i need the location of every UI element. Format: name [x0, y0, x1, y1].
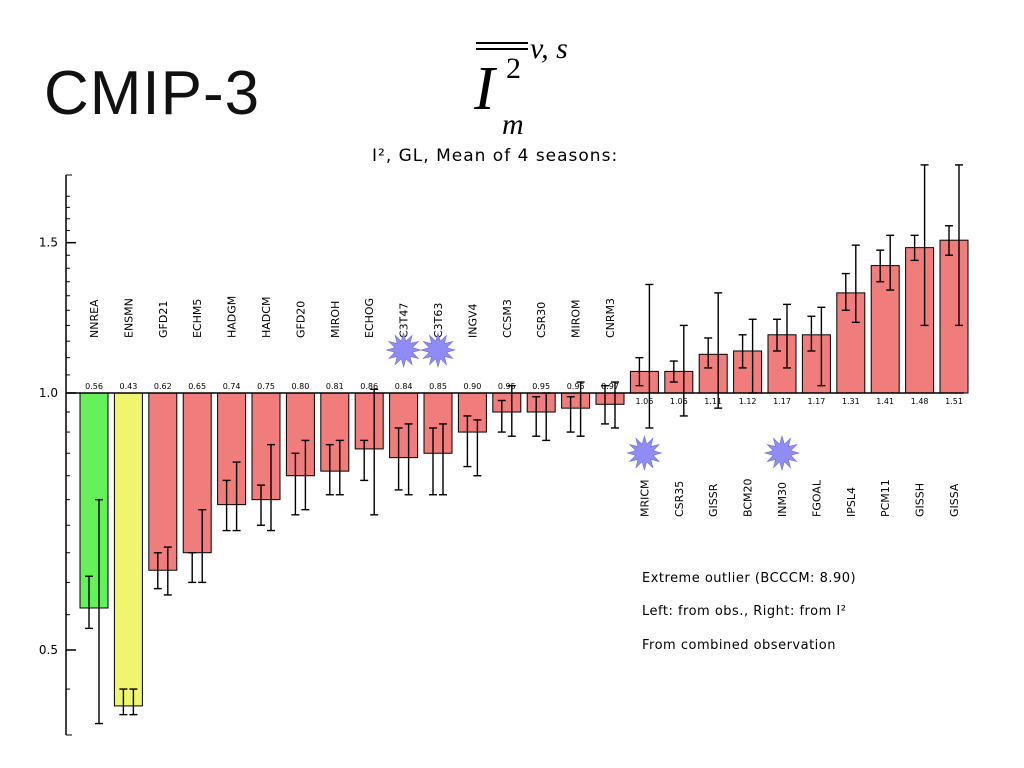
y-tick-label: 0.5: [39, 643, 58, 657]
bar-ensmn: [113, 392, 143, 707]
category-label-ipsl4: IPSL4: [845, 487, 858, 517]
value-label-ingv4: 0.90: [463, 382, 481, 391]
formula-superscript: v, s: [530, 32, 568, 65]
category-label-inm30: INM30: [776, 482, 789, 517]
bar-gfd21: [148, 392, 178, 571]
bar-ccsm3: [492, 392, 522, 413]
value-label-ccsm3: 0.95: [498, 382, 516, 391]
formula-i2-m-vs: v, s I 2 m: [468, 30, 598, 150]
value-label-echog: 0.86: [360, 382, 378, 391]
category-label-echm5: ECHM5: [191, 299, 204, 338]
category-label-c3t47: C3T47: [398, 303, 411, 338]
value-label-nnrea: 0.56: [85, 382, 103, 391]
bar-echm5: [182, 392, 212, 554]
category-label-gissr: GISSR: [707, 483, 720, 517]
bar-hadcm: [251, 392, 281, 501]
bar-nnrea: [79, 392, 109, 609]
formula-base: I: [474, 55, 495, 123]
value-label-gfd20: 0.80: [291, 382, 309, 391]
value-label-hadcm: 0.75: [257, 382, 275, 391]
value-label-gfd21: 0.62: [154, 382, 172, 391]
formula-overline-1: [476, 42, 528, 44]
star-marker-mricm: [626, 434, 663, 472]
bar-pcm11: [870, 265, 900, 394]
category-label-miroh: MIROH: [329, 301, 342, 338]
formula-overline-2: [476, 48, 528, 50]
bar-csr35: [664, 370, 694, 394]
category-label-c3t63: C3T63: [432, 303, 445, 338]
category-label-bcm20: BCM20: [742, 478, 755, 517]
value-label-mricm: 1.06: [635, 397, 653, 406]
slide-title: CMIP-3: [44, 59, 261, 128]
bar-mirom: [561, 392, 591, 409]
bar-gfd20: [285, 392, 315, 477]
bar-inm30: [767, 334, 797, 394]
bar-hadgm: [217, 392, 247, 506]
value-label-miroh: 0.81: [326, 382, 344, 391]
bar-ingv4: [457, 392, 487, 433]
annotation-outlier: Extreme outlier (BCCCM: 8.90): [642, 571, 857, 586]
bar-gissr: [698, 353, 728, 394]
value-label-bcm20: 1.12: [739, 397, 757, 406]
category-label-hadcm: HADCM: [260, 297, 273, 338]
value-label-gissh: 1.48: [911, 397, 929, 406]
category-label-gissh: GISSH: [914, 483, 927, 517]
value-label-cnrm3: 0.97: [601, 382, 619, 391]
category-label-pcm11: PCM11: [879, 479, 892, 517]
value-label-c3t47: 0.84: [395, 382, 413, 391]
category-label-gfd20: GFD20: [294, 301, 307, 338]
value-label-inm30: 1.17: [773, 397, 791, 406]
bar-mricm: [629, 370, 659, 394]
category-label-mricm: MRICM: [638, 479, 651, 517]
y-tick-label: 1.0: [39, 386, 58, 400]
category-label-gfd21: GFD21: [157, 301, 170, 338]
value-label-pcm11: 1.41: [876, 397, 894, 406]
value-label-ipsl4: 1.31: [842, 397, 860, 406]
bar-gissa: [939, 239, 969, 394]
category-label-hadgm: HADGM: [226, 296, 239, 338]
category-label-ingv4: INGV4: [466, 303, 479, 338]
y-tick-label: 1.5: [39, 236, 58, 250]
value-label-echm5: 0.65: [188, 382, 206, 391]
bar-echog: [354, 392, 384, 450]
value-label-hadgm: 0.74: [223, 382, 241, 391]
annotation-combined-obs: From combined observation: [642, 638, 836, 653]
bar-cnrm3: [595, 392, 625, 405]
annotation-legend-errorbars: Left: from obs., Right: from I²: [642, 604, 847, 619]
bar-gissh: [905, 247, 935, 394]
category-label-ensmn: ENSMN: [122, 298, 135, 338]
value-label-c3t63: 0.85: [429, 382, 447, 391]
category-label-gissa: GISSA: [948, 483, 961, 517]
bar-c3t47: [389, 392, 419, 459]
category-label-echog: ECHOG: [363, 298, 376, 338]
value-label-csr35: 1.06: [670, 397, 688, 406]
bar-bcm20: [733, 350, 763, 394]
bar-fgoal: [801, 334, 831, 394]
category-label-csr35: CSR35: [673, 481, 686, 517]
category-label-cnrm3: CNRM3: [604, 298, 617, 338]
bar-miroh: [320, 392, 350, 472]
chart-title: I², GL, Mean of 4 seasons:: [372, 146, 619, 166]
star-marker-c3t47: [385, 331, 422, 369]
value-label-csr30: 0.95: [532, 382, 550, 391]
value-label-fgoal: 1.17: [807, 397, 825, 406]
bar-c3t63: [423, 392, 453, 454]
value-label-gissa: 1.51: [945, 397, 963, 406]
category-label-ccsm3: CCSM3: [501, 299, 514, 338]
star-marker-c3t63: [419, 331, 457, 369]
formula-exponent: 2: [506, 52, 521, 85]
category-label-csr30: CSR30: [535, 302, 548, 338]
category-label-mirom: MIROM: [570, 299, 583, 338]
formula-subscript: m: [502, 108, 524, 141]
value-label-mirom: 0.96: [567, 382, 585, 391]
value-label-gissr: 1.11: [704, 397, 722, 406]
value-label-ensmn: 0.43: [119, 382, 137, 391]
category-label-fgoal: FGOAL: [810, 479, 823, 517]
bar-csr30: [526, 392, 556, 413]
star-marker-inm30: [763, 434, 801, 472]
bar-ipsl4: [836, 292, 866, 394]
category-label-nnrea: NNREA: [88, 299, 101, 338]
